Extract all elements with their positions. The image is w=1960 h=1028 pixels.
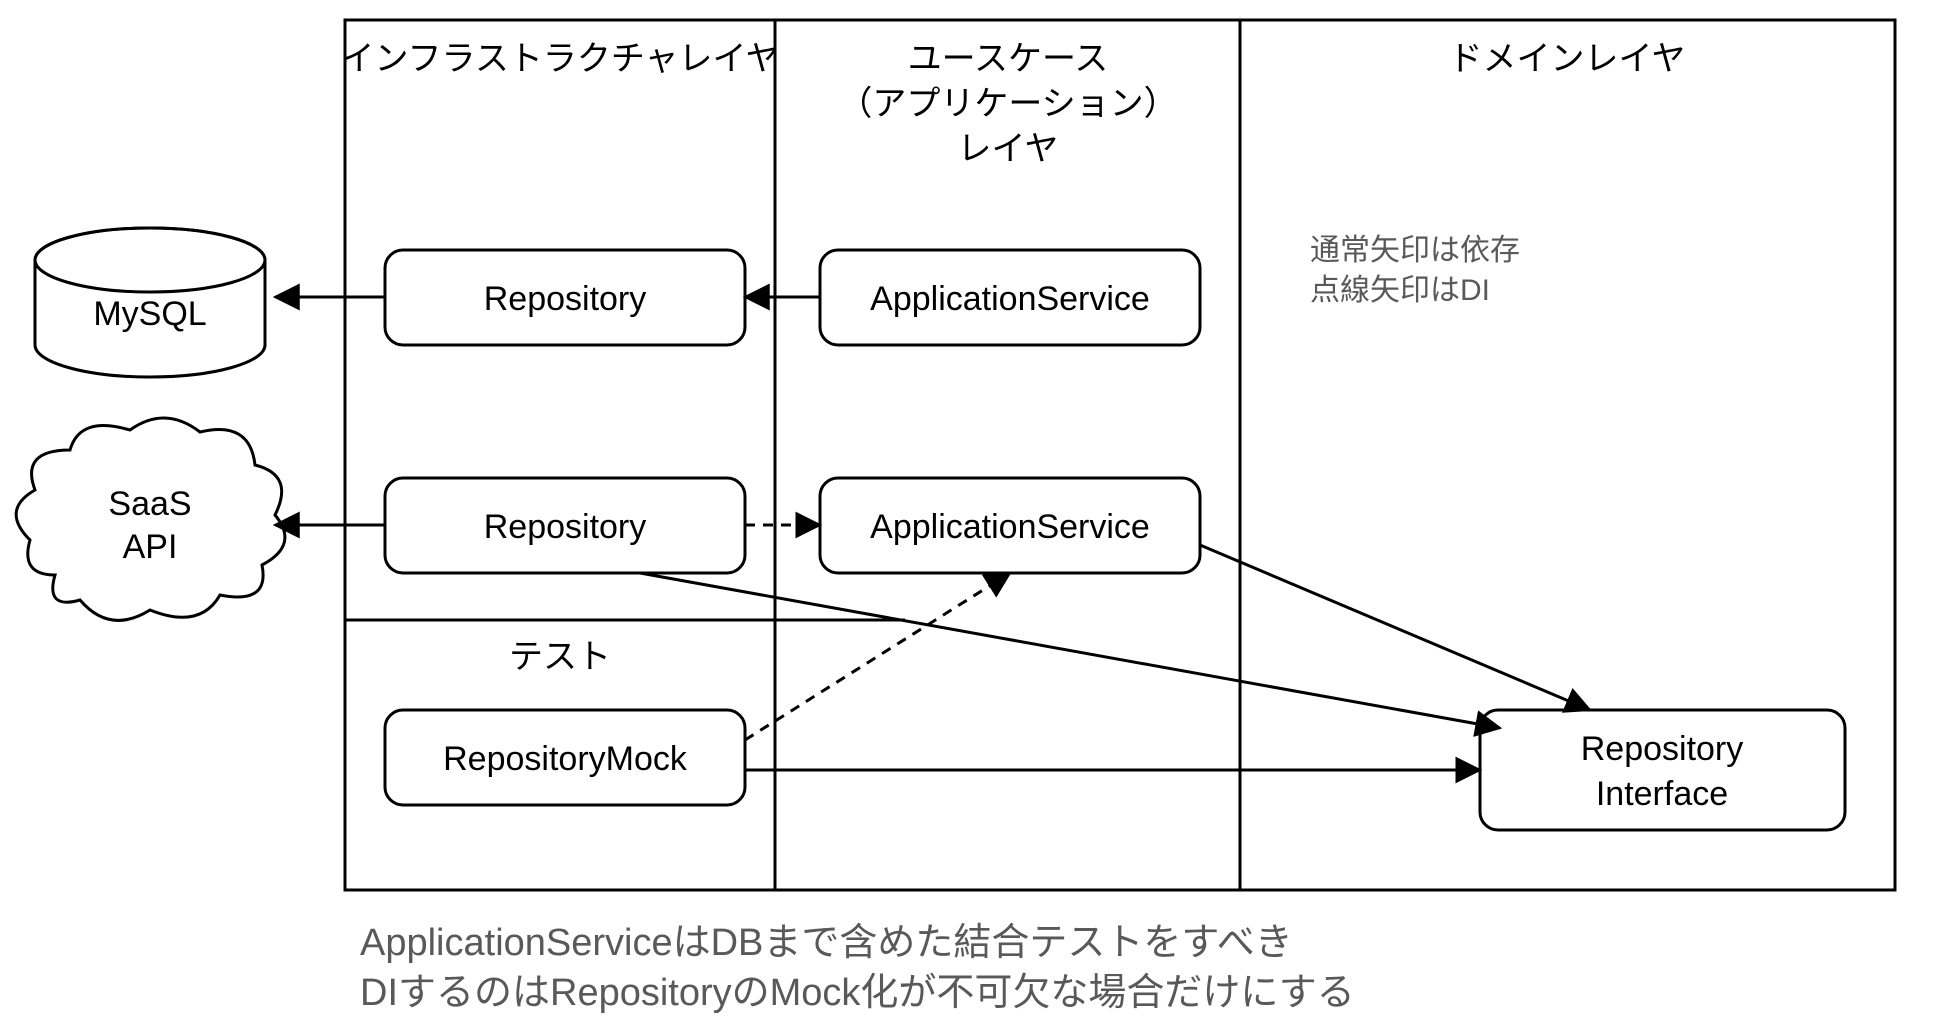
label-appservice-1: ApplicationService <box>870 280 1150 318</box>
caption-line2: DIするのはRepositoryのMock化が不可欠な場合だけにする <box>360 972 1355 1014</box>
legend-line2: 点線矢印はDI <box>1310 274 1490 307</box>
col-title-infra: インフラストラクチャレイヤ <box>341 40 780 78</box>
col-title-usecase-l3: レイヤ <box>958 130 1059 168</box>
saas-label-l2: API <box>123 528 178 566</box>
arrow-repo2-to-repoif <box>640 573 1500 728</box>
test-section-label: テスト <box>509 638 611 676</box>
label-repository-1: Repository <box>484 280 647 318</box>
label-repository-mock: RepositoryMock <box>443 740 688 778</box>
saas-label-l1: SaaS <box>108 485 191 523</box>
label-repository-2: Repository <box>484 508 647 546</box>
col-title-usecase-l2: （アプリケーション） <box>838 85 1177 123</box>
label-repoif-l2: Interface <box>1596 775 1728 813</box>
label-repoif-l1: Repository <box>1581 730 1744 768</box>
caption-line1: ApplicationServiceはDBまで含めた結合テストをすべき <box>360 922 1293 964</box>
label-appservice-2: ApplicationService <box>870 508 1150 546</box>
legend-line1: 通常矢印は依存 <box>1310 234 1520 267</box>
mysql-label: MySQL <box>93 295 206 333</box>
col-title-domain: ドメインレイヤ <box>1449 40 1686 78</box>
col-title-usecase-l1: ユースケース <box>908 40 1109 78</box>
